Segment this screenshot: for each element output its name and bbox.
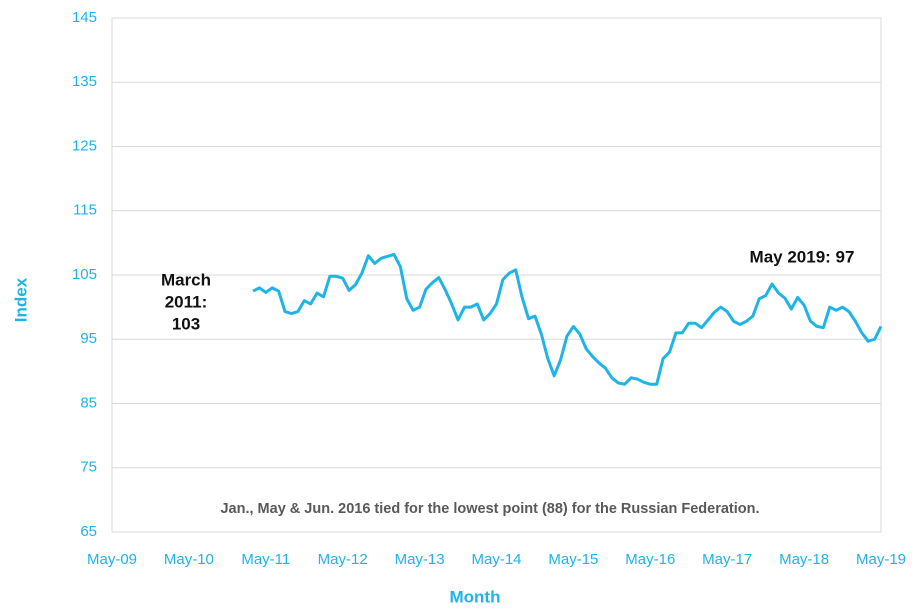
x-tick-label: May-18 [779,551,829,568]
annotation: May 2019: 97 [750,247,855,266]
x-tick-label: May-19 [856,551,906,568]
y-tick-label: 125 [72,137,97,154]
y-tick-label: 75 [80,459,97,476]
y-tick-label: 115 [73,202,97,219]
annotation: 103 [172,314,200,333]
x-tick-label: May-14 [471,551,521,568]
x-tick-label: May-16 [625,551,675,568]
annotation: 2011: [165,292,208,311]
y-tick-label: 135 [72,73,97,90]
y-tick-label: 65 [80,523,97,540]
x-tick-label: May-17 [702,551,752,568]
x-tick-label: May-09 [87,551,137,568]
y-tick-label: 95 [80,330,97,347]
y-tick-label: 85 [80,394,97,411]
y-axis-label: Index [11,277,30,322]
x-axis-label: Month [450,587,501,606]
x-tick-label: May-13 [395,551,445,568]
x-tick-label: May-10 [164,551,214,568]
x-tick-label: May-11 [241,551,290,568]
x-tick-label: May-12 [318,551,368,568]
x-tick-label: May-15 [548,551,598,568]
y-tick-label: 145 [72,9,97,26]
annotation: Jan., May & Jun. 2016 tied for the lowes… [220,501,759,517]
y-tick-label: 105 [72,266,97,283]
data-line [252,252,883,386]
annotation: March [161,270,211,289]
